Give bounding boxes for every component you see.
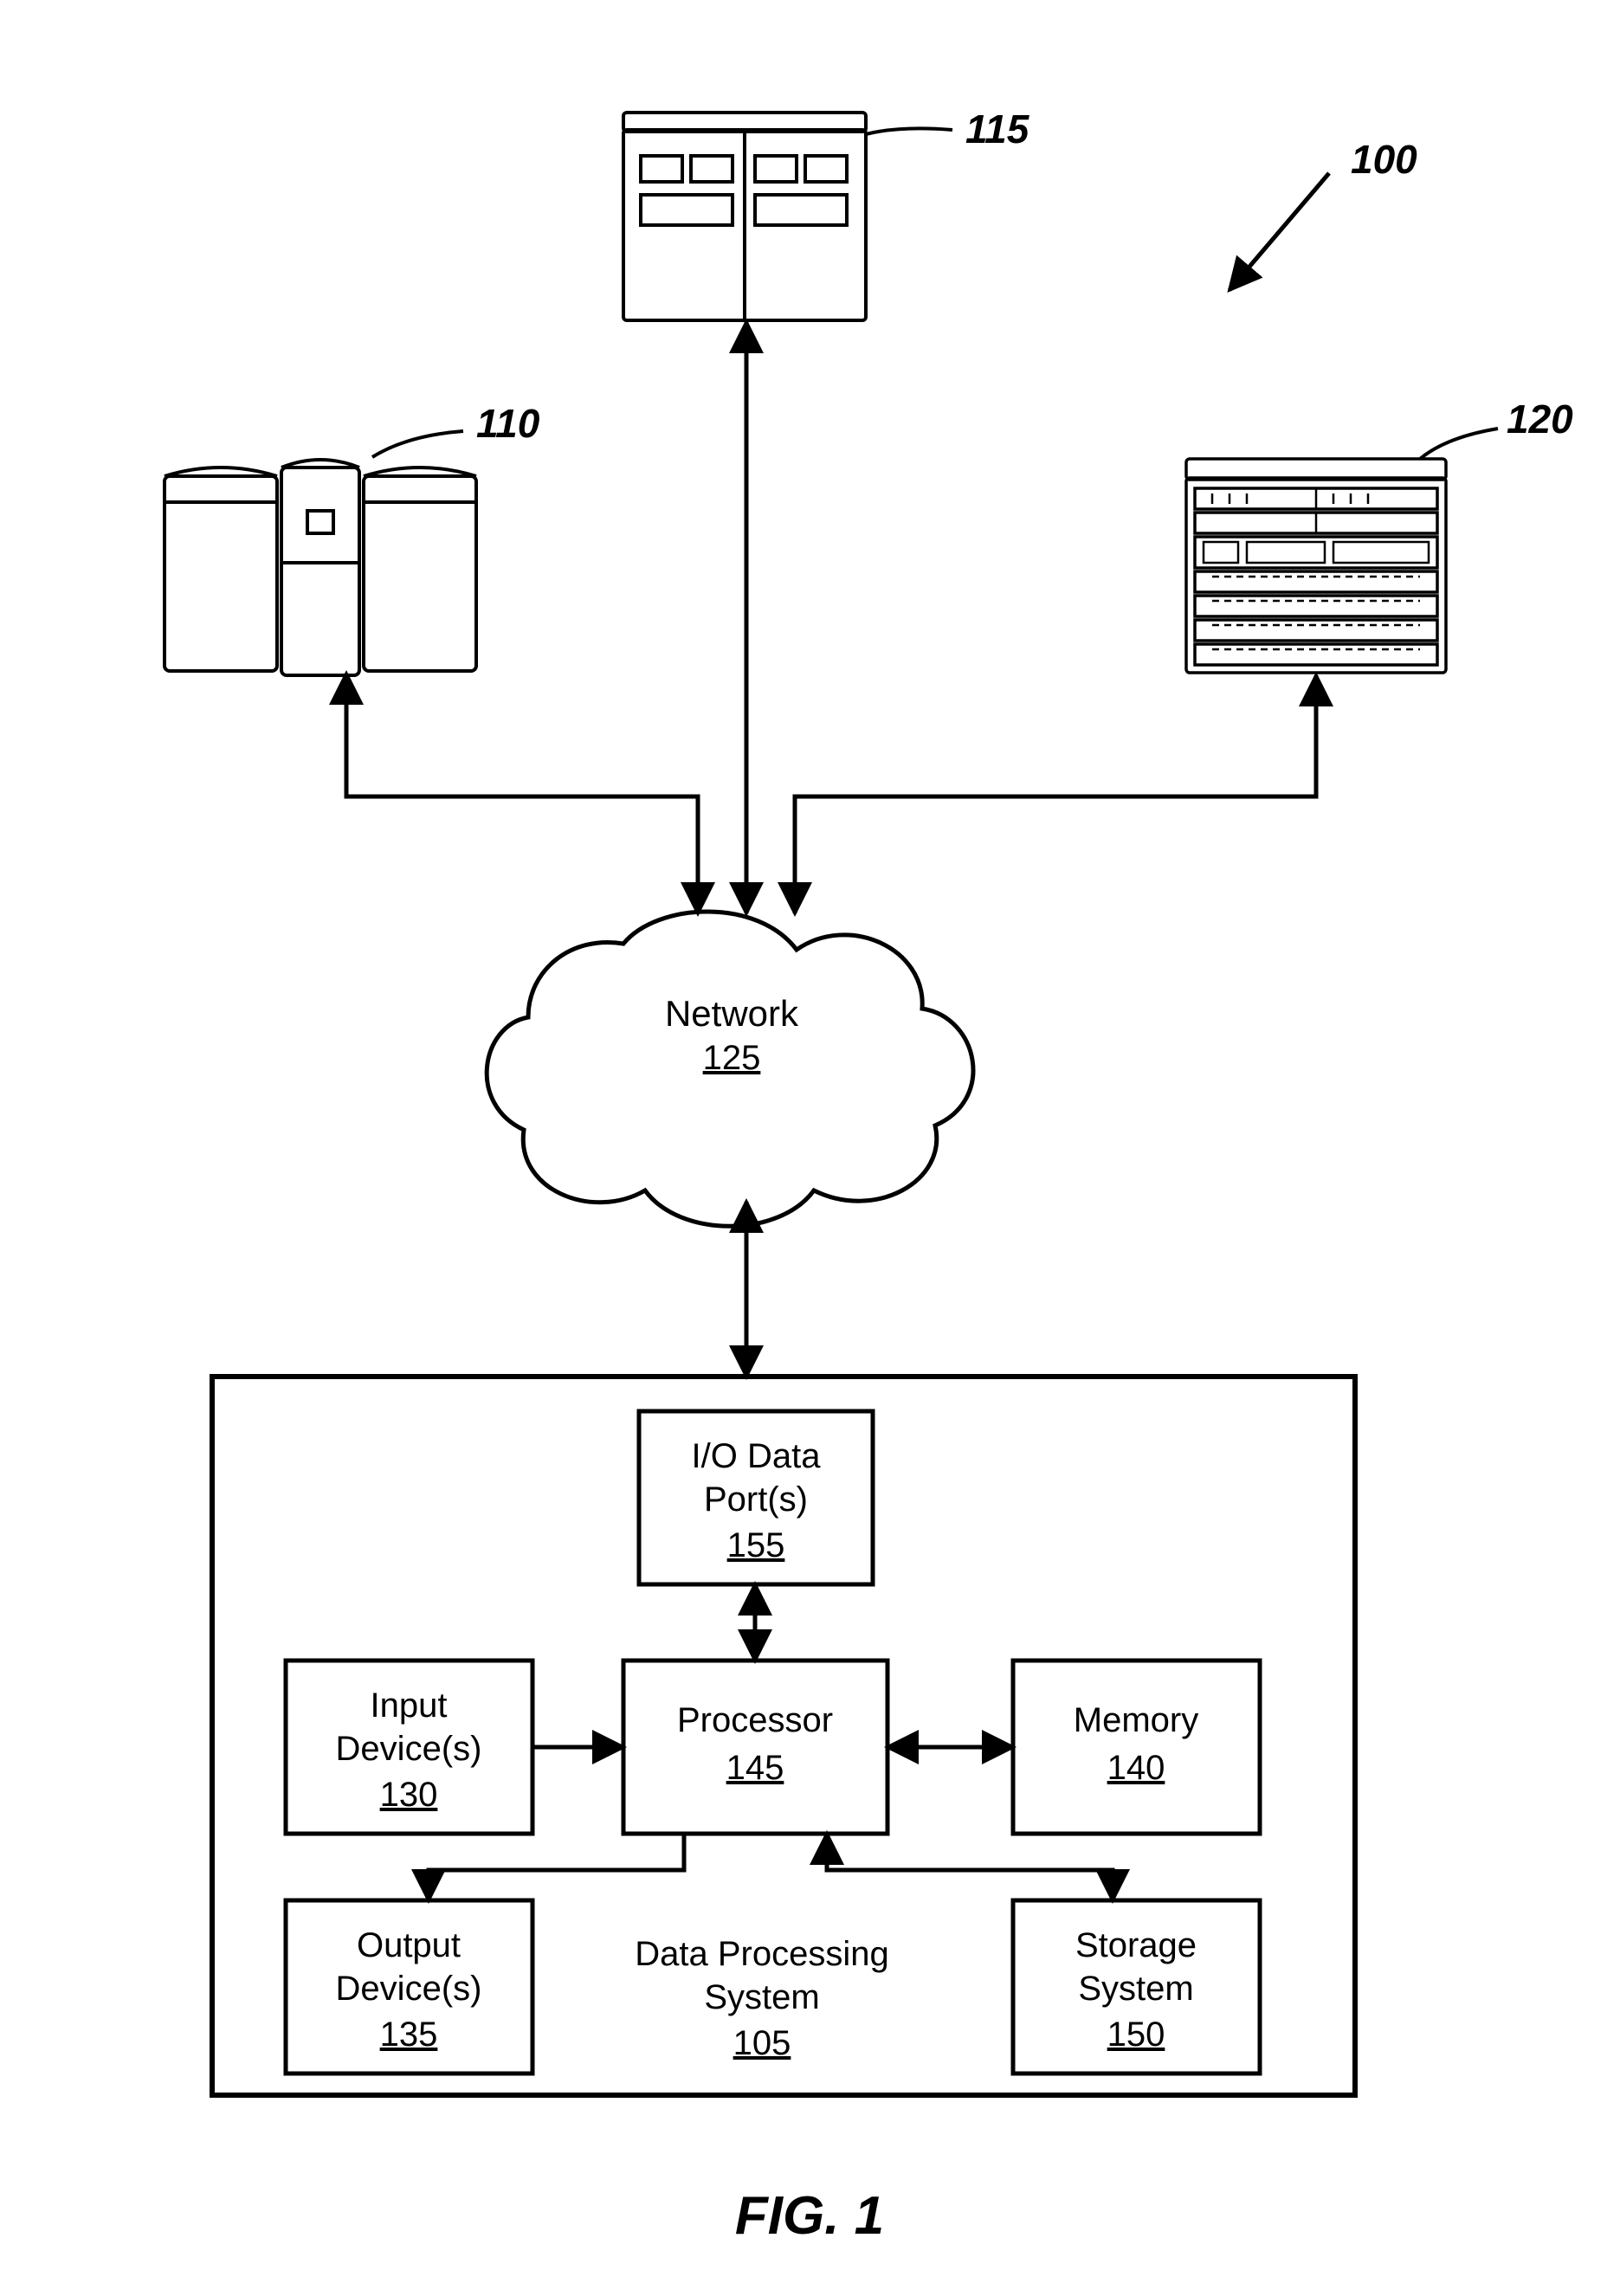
storage-line2: System — [1078, 1970, 1193, 2008]
callout-120-label: 120 — [1507, 397, 1573, 442]
io-ports-box: I/O Data Port(s) 155 — [639, 1411, 873, 1584]
edge-processor-output — [429, 1834, 684, 1900]
callout-110-label: 110 — [476, 401, 540, 446]
input-devices-box: Input Device(s) 130 — [286, 1661, 532, 1834]
memory-ref: 140 — [1107, 1749, 1165, 1787]
processor-box: Processor 145 — [623, 1661, 887, 1834]
processor-line1: Processor — [677, 1701, 833, 1739]
memory-box: Memory 140 — [1013, 1661, 1260, 1834]
io-ref: 155 — [727, 1526, 785, 1564]
callout-100: 100 — [1230, 137, 1417, 290]
server-120-icon — [1186, 459, 1446, 673]
output-line2: Device(s) — [336, 1970, 482, 2008]
network-cloud: Network 125 — [487, 912, 973, 1226]
input-line1: Input — [371, 1687, 448, 1725]
dps-title-line1: Data Processing — [635, 1935, 888, 1973]
callout-115: 115 — [866, 106, 1030, 152]
input-line2: Device(s) — [336, 1730, 482, 1768]
figure-title: FIG. 1 — [735, 2186, 884, 2246]
output-ref: 135 — [380, 2015, 438, 2054]
input-ref: 130 — [380, 1776, 438, 1814]
edge-processor-storage — [827, 1834, 1113, 1900]
edge-120-network — [795, 675, 1316, 913]
storage-ref: 150 — [1107, 2015, 1165, 2054]
output-devices-box: Output Device(s) 135 — [286, 1900, 532, 2073]
network-label: Network — [665, 993, 799, 1034]
dps-ref: 105 — [733, 2024, 791, 2062]
io-line2: Port(s) — [704, 1480, 808, 1519]
storage-system-box: Storage System 150 — [1013, 1900, 1260, 2073]
network-ref: 125 — [703, 1039, 761, 1077]
storage-line1: Storage — [1075, 1926, 1197, 1964]
memory-line1: Memory — [1074, 1701, 1198, 1739]
edge-110-network — [346, 674, 698, 913]
dps-title-line2: System — [704, 1978, 819, 2016]
dps-title: Data Processing System 105 — [635, 1935, 888, 2062]
server-110-icon — [165, 460, 476, 675]
io-line1: I/O Data — [692, 1437, 822, 1475]
server-115-icon — [623, 113, 866, 320]
callout-110: 110 — [372, 401, 540, 457]
output-line1: Output — [357, 1926, 461, 1964]
callout-120: 120 — [1420, 397, 1573, 459]
callout-115-label: 115 — [965, 106, 1030, 152]
figure-1-diagram: 100 115 — [0, 0, 1620, 2296]
callout-100-label: 100 — [1351, 137, 1417, 182]
processor-ref: 145 — [726, 1749, 784, 1787]
